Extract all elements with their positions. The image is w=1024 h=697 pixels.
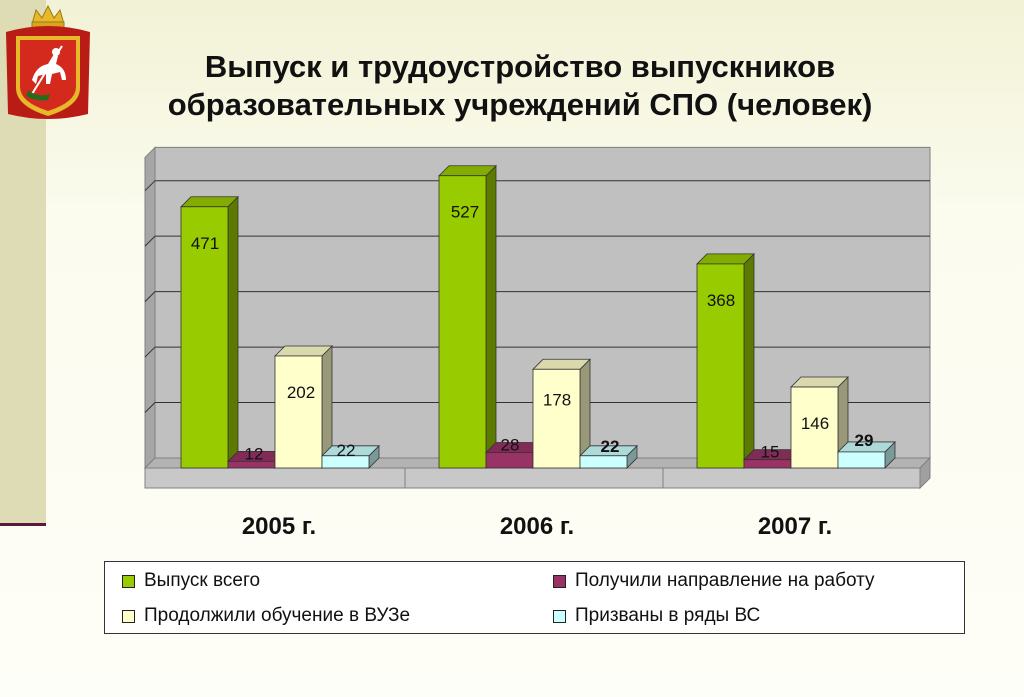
data-label: 527 [451, 203, 479, 222]
legend-item-army: Призваны в ряды ВС [553, 605, 760, 627]
data-label: 178 [543, 390, 571, 409]
bar [532, 368, 581, 469]
legend-item-job-placement: Получили направление на работу [553, 570, 875, 592]
gridline [144, 402, 930, 413]
bar-top [532, 358, 591, 370]
slide-title-line2: образовательных учреждений СПО (человек) [167, 87, 873, 122]
bar [180, 206, 229, 469]
legend-item-graduates-total: Выпуск всего [122, 570, 260, 592]
slide-title: Выпуск и трудоустройство выпускников обр… [110, 48, 930, 124]
slide-title-line1: Выпуск и трудоустройство выпускников [204, 49, 836, 84]
bar-top [180, 196, 239, 208]
data-label: 146 [801, 414, 829, 433]
bar-side [743, 252, 755, 469]
bar [274, 355, 323, 469]
bar-top [438, 165, 497, 177]
legend-swatch [122, 609, 135, 623]
bar-side [485, 164, 497, 469]
legend-label: Призваны в ряды ВС [575, 605, 761, 626]
legend-item-university: Продолжили обучение в ВУЗе [122, 605, 410, 627]
gridline [144, 235, 930, 247]
data-label: 12 [245, 444, 264, 463]
x-tick-label: 2005 г. [242, 513, 316, 540]
bar-top [696, 253, 755, 265]
moscow-oblast-coat-of-arms-icon [6, 4, 90, 119]
legend-label: Продолжили обучение в ВУЗе [144, 605, 411, 626]
legend-swatch [122, 574, 135, 588]
bar [438, 175, 487, 469]
legend-label: Получили направление на работу [575, 570, 875, 591]
legend-swatch [553, 609, 566, 623]
bar [321, 455, 370, 469]
plot-side-wall [144, 146, 156, 470]
bar [579, 455, 628, 469]
data-label: 202 [287, 383, 315, 402]
legend-label: Выпуск всего [144, 570, 261, 591]
bar [485, 452, 534, 469]
x-tick-label: 2007 г. [758, 513, 832, 540]
bar-side [227, 195, 239, 469]
data-label: 15 [761, 443, 780, 462]
bar-top [274, 345, 333, 357]
bar-top [790, 376, 849, 388]
floor-front-edge [144, 467, 921, 489]
data-label: 22 [337, 441, 356, 460]
bar [837, 451, 886, 469]
bar [696, 263, 745, 469]
x-tick-label: 2006 г. [500, 513, 574, 540]
data-label: 29 [855, 431, 874, 450]
chart-legend: Выпуск всего Получили направление на раб… [104, 561, 965, 634]
bar [790, 386, 839, 469]
gridline [144, 180, 930, 192]
data-label: 22 [601, 437, 620, 456]
legend-swatch [553, 574, 566, 588]
gridline [144, 291, 930, 302]
data-label: 368 [707, 291, 735, 310]
data-label: 28 [501, 435, 520, 454]
left-decor-line [0, 523, 46, 526]
floor-side-edge [919, 456, 931, 490]
gridline [144, 346, 930, 358]
data-label: 471 [191, 234, 219, 253]
